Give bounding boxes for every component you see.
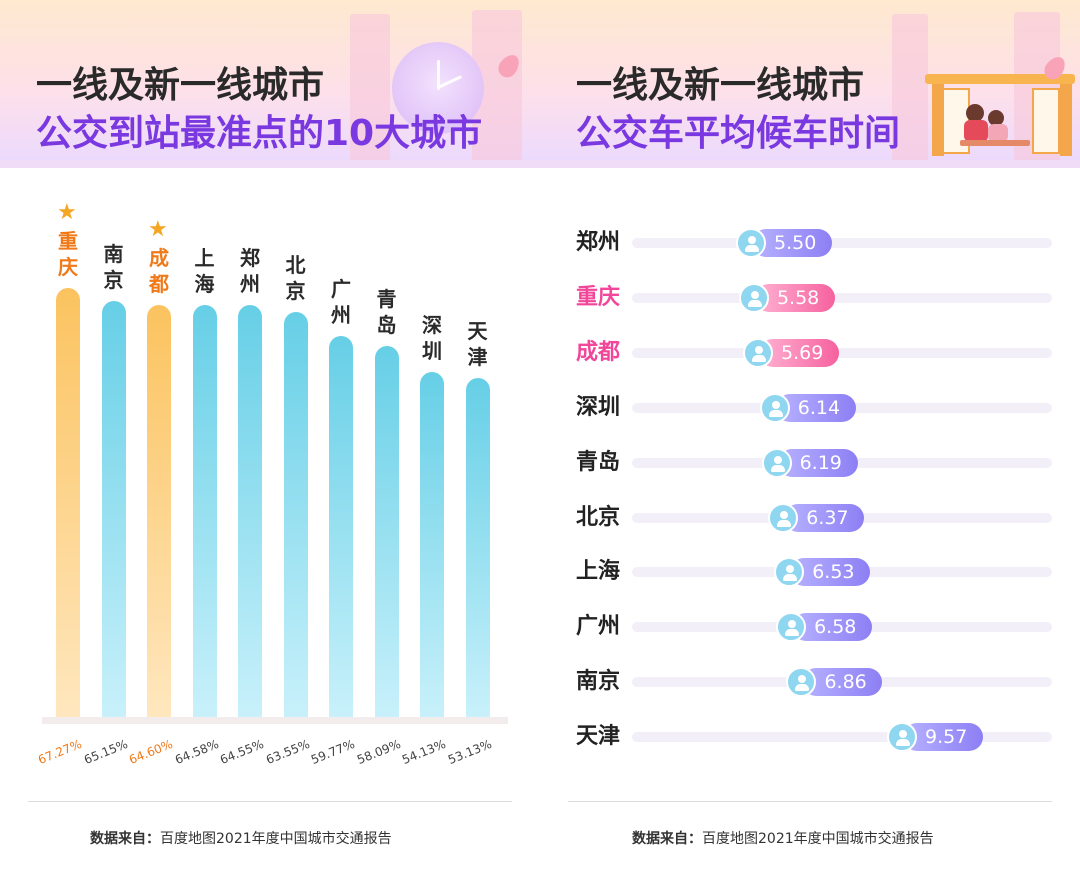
track-郑州: [632, 238, 1052, 248]
user-icon: [738, 282, 769, 313]
bar-label-成都: 成 都: [149, 245, 169, 296]
bar-广州: [329, 335, 353, 720]
bar-南京: [101, 301, 126, 720]
user-icon: [776, 612, 807, 643]
value-label-成都: 5.69: [781, 341, 824, 364]
punctuality-panel: 一线及新一线城市 公交到站最准点的10大城市 重 庆 ★ 67.27% 南 京 65.1…: [0, 0, 540, 848]
person-icon: [988, 110, 1004, 126]
divider: [28, 801, 512, 802]
user-icon: [768, 502, 799, 533]
building-icon: [892, 14, 928, 168]
page-title: 一线及新一线城市: [36, 65, 325, 106]
source-note: 数据来自：百度地图2021年度中国城市交通报告: [90, 828, 392, 848]
value-label-青岛: 58.09%: [354, 736, 403, 767]
user-icon: [774, 557, 805, 588]
row-label-上海: 上海: [576, 559, 621, 585]
value-label-上海: 64.58%: [172, 736, 221, 767]
user-icon: [743, 337, 774, 368]
bar-label-南京: 南 京: [103, 242, 124, 293]
value-label-郑州: 64.55%: [218, 736, 266, 767]
value-label-广州: 59.77%: [309, 736, 357, 767]
value-label-北京: 6.37: [806, 506, 849, 529]
bar-青岛: [374, 346, 399, 720]
bar-郑州: [238, 305, 262, 720]
source-label: 数据来自：: [632, 831, 702, 847]
row-label-青岛: 青岛: [576, 449, 621, 475]
bar-成都: [147, 304, 171, 720]
bar-label-深圳: 深 圳: [422, 312, 442, 363]
bar-重庆: [56, 288, 80, 720]
page-subtitle: 公交到站最准点的10大城市: [36, 113, 483, 154]
value-label-天津: 53.13%: [445, 736, 494, 767]
page-title: 一线及新一线城市: [576, 65, 865, 106]
bar-上海: [192, 305, 217, 720]
bar-天津: [465, 378, 490, 720]
value-label-广州: 6.58: [814, 616, 857, 639]
bus-stop-icon: [925, 74, 1075, 84]
chart-baseline: [42, 717, 508, 724]
value-label-重庆: 5.58: [776, 286, 820, 309]
building-icon: [350, 14, 390, 168]
source-label: 数据来自：: [90, 831, 160, 847]
value-label-上海: 6.53: [812, 561, 855, 584]
value-label-南京: 6.86: [824, 671, 867, 694]
clock-icon: [392, 42, 484, 134]
person-icon: [966, 104, 984, 122]
row-label-重庆: 重庆: [576, 284, 621, 310]
row-label-郑州: 郑州: [576, 230, 621, 255]
bar-label-北京: 北 京: [285, 252, 306, 303]
user-icon: [759, 392, 790, 423]
value-label-成都: 64.60%: [127, 736, 175, 767]
user-icon: [736, 228, 766, 258]
wait-time-panel: 一线及新一线城市 公交车平均候车时间 数据来自：百度地图2021年度中国城市交通…: [540, 0, 1080, 891]
bar-北京: [283, 311, 308, 720]
user-icon: [786, 667, 817, 698]
divider: [568, 801, 1052, 802]
value-label-天津: 9.57: [925, 726, 968, 749]
value-label-深圳: 6.14: [797, 396, 841, 419]
row-label-成都: 成都: [576, 339, 621, 365]
row-label-南京: 南京: [576, 669, 621, 695]
row-label-天津: 天津: [576, 724, 621, 750]
value-label-南京: 65.15%: [81, 736, 130, 767]
track-成都: [632, 347, 1052, 358]
value-label-深圳: 54.13%: [400, 736, 448, 767]
star-icon: ★: [57, 200, 77, 225]
bar-label-郑州: 郑 州: [240, 246, 260, 297]
value-label-郑州: 5.50: [774, 232, 817, 254]
bar-label-青岛: 青 岛: [376, 287, 397, 338]
row-label-北京: 北京: [576, 504, 621, 530]
value-label-青岛: 6.19: [799, 451, 842, 474]
bar-label-上海: 上 海: [194, 246, 215, 297]
bar-深圳: [420, 371, 444, 720]
source-text: 百度地图2021年度中国城市交通报告: [160, 831, 392, 847]
track-天津: [632, 732, 1052, 743]
star-icon: ★: [148, 216, 168, 242]
bar-label-重庆: 重 庆: [58, 229, 78, 279]
bar-label-天津: 天 津: [467, 319, 488, 369]
row-label-深圳: 深圳: [576, 394, 621, 420]
row-label-广州: 广州: [576, 614, 621, 640]
page-subtitle: 公交车平均候车时间: [576, 113, 901, 154]
value-label-重庆: 67.27%: [36, 736, 84, 767]
user-icon: [761, 447, 792, 478]
track-重庆: [632, 292, 1052, 303]
source-text: 百度地图2021年度中国城市交通报告: [702, 831, 934, 847]
value-label-北京: 63.55%: [263, 736, 312, 767]
wait-time-header: 一线及新一线城市 公交车平均候车时间: [540, 0, 1080, 168]
bar-label-广州: 广 州: [331, 276, 351, 327]
source-note: 数据来自：百度地图2021年度中国城市交通报告: [632, 828, 934, 848]
punctuality-header: 一线及新一线城市 公交到站最准点的10大城市: [0, 0, 540, 168]
user-icon: [887, 722, 917, 753]
